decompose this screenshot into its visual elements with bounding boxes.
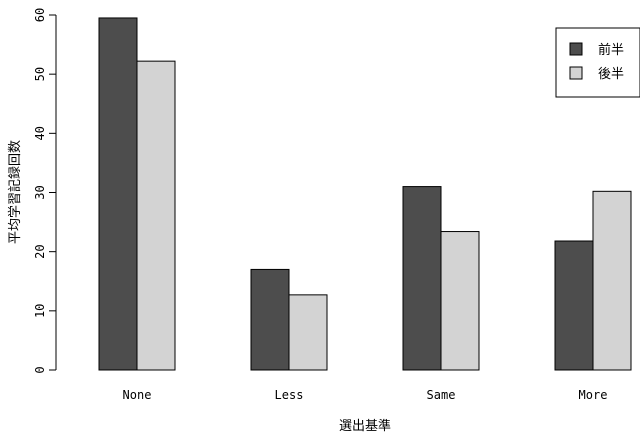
legend-label-series-1: 前半: [598, 42, 624, 58]
y-tick-label: 20: [33, 244, 47, 258]
legend-box: [555, 27, 640, 98]
legend-swatch-series-1: [569, 42, 583, 56]
x-tick-label-same: Same: [427, 388, 456, 402]
x-tick-label-less: Less: [275, 388, 304, 402]
bar-none-series-1: [98, 17, 138, 371]
bars-layer: [98, 17, 632, 371]
legend-label-series-2: 後半: [598, 67, 624, 82]
bar-same-series-2: [440, 231, 480, 371]
bar-more-series-2: [592, 190, 632, 371]
bar-more-series-1: [554, 240, 594, 371]
bar-less-series-2: [288, 294, 328, 371]
x-axis-title: 選出基準: [339, 418, 391, 434]
y-tick-label: 10: [33, 304, 47, 318]
y-tick-label: 60: [33, 8, 47, 22]
x-axis: NoneLessSameMoreRandom: [123, 388, 608, 402]
bar-less-series-1: [250, 268, 290, 371]
y-axis-title: 平均学習記録回数: [7, 140, 23, 244]
bar-same-series-1: [402, 186, 442, 371]
y-axis: 0 10 20 30 40 50 60: [33, 8, 57, 374]
legend: 前半 後半: [555, 27, 640, 98]
y-tick-label: 30: [33, 185, 47, 199]
x-tick-label-more: More: [579, 388, 608, 402]
y-tick-label: 50: [33, 67, 47, 81]
bar-none-series-2: [136, 60, 176, 371]
x-tick-label-none: None: [123, 388, 152, 402]
y-tick-label: 40: [33, 126, 47, 140]
legend-swatch-series-2: [569, 66, 583, 80]
y-tick-label: 0: [33, 366, 47, 373]
